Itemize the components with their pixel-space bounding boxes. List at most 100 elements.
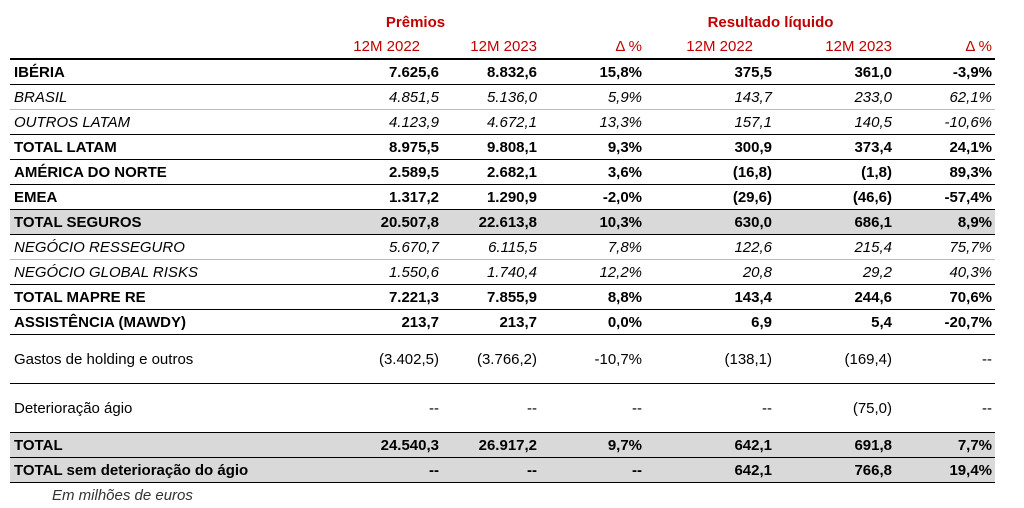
cell: (46,6)	[775, 184, 896, 210]
table-row: NEGÓCIO GLOBAL RISKS 1.550,6 1.740,4 12,2% 2…	[10, 259, 996, 285]
cell: 143,4	[645, 284, 776, 310]
table-row: NEGÓCIO RESSEGURO 5.670,7 6.115,5 7,8% 122,6…	[10, 234, 996, 260]
cell: (1,8)	[775, 159, 896, 185]
cell: 26.917,2	[442, 432, 541, 458]
table-body: Prêmios Resultado líquido 12M 2022 12M 20…	[10, 10, 996, 483]
cell: --	[540, 457, 646, 483]
cell: 630,0	[645, 209, 776, 235]
cell: 4.123,9	[290, 109, 442, 135]
footnote: Em milhões de euros	[52, 487, 193, 504]
cell: 5,9%	[540, 84, 646, 110]
column-header: 12M 2022	[290, 34, 442, 60]
cell: 143,7	[645, 84, 776, 110]
cell: 29,2	[775, 259, 896, 285]
cell: 1.740,4	[442, 259, 541, 285]
table-row: TOTAL SEGUROS 20.507,8 22.613,8 10,3% 630,0 6…	[10, 209, 996, 235]
table-row: TOTAL LATAM 8.975,5 9.808,1 9,3% 300,9 373,4 2…	[10, 134, 996, 160]
results-table: Prêmios Resultado líquido 12M 2022 12M 20…	[10, 10, 996, 483]
row-label: NEGÓCIO RESSEGURO	[10, 234, 290, 260]
table-row: Gastos de holding e outros (3.402,5) (3.76…	[10, 334, 996, 384]
cell: 642,1	[645, 457, 776, 483]
cell: 62,1%	[895, 84, 996, 110]
cell: 6.115,5	[442, 234, 541, 260]
blank	[10, 10, 290, 34]
row-label: EMEA	[10, 184, 290, 210]
cell: (3.766,2)	[442, 334, 541, 384]
cell: (138,1)	[645, 334, 776, 384]
group-header: Resultado líquido	[707, 13, 834, 31]
cell: 10,3%	[540, 209, 646, 235]
row-label: TOTAL SEGUROS	[10, 209, 290, 235]
cell: --	[442, 383, 541, 433]
table-row: TOTAL 24.540,3 26.917,2 9,7% 642,1 691,8 7,7%	[10, 432, 996, 458]
cell: 686,1	[775, 209, 896, 235]
table-row: ASSISTÊNCIA (MAWDY) 213,7 213,7 0,0% 6,9 5,4-…	[10, 309, 996, 335]
table-row: AMÉRICA DO NORTE 2.589,5 2.682,1 3,6% (16,8)…	[10, 159, 996, 185]
cell: 19,4%	[895, 457, 996, 483]
cell: -3,9%	[895, 59, 996, 85]
cell: 213,7	[442, 309, 541, 335]
column-header: 12M 2023	[775, 34, 896, 60]
cell: 75,7%	[895, 234, 996, 260]
cell: --	[540, 383, 646, 433]
cell: 7.221,3	[290, 284, 442, 310]
cell: 244,6	[775, 284, 896, 310]
cell: 3,6%	[540, 159, 646, 185]
cell: 15,8%	[540, 59, 646, 85]
cell: 642,1	[645, 432, 776, 458]
row-label: TOTAL sem deterioração do ágio	[10, 457, 290, 483]
cell: (75,0)	[775, 383, 896, 433]
row-label: BRASIL	[10, 84, 290, 110]
cell: 22.613,8	[442, 209, 541, 235]
cell: --	[290, 383, 442, 433]
row-label: NEGÓCIO GLOBAL RISKS	[10, 259, 290, 285]
column-header: 12M 2022	[645, 34, 776, 60]
cell: 1.317,2	[290, 184, 442, 210]
cell: 215,4	[775, 234, 896, 260]
cell: 13,3%	[540, 109, 646, 135]
cell: 5.670,7	[290, 234, 442, 260]
cell: 5.136,0	[442, 84, 541, 110]
column-header: 12M 2023	[442, 34, 541, 60]
group-header-row: Prêmios Resultado líquido	[10, 10, 995, 34]
cell: 1.550,6	[290, 259, 442, 285]
blank	[10, 34, 290, 60]
cell: 7.625,6	[290, 59, 442, 85]
cell: -10,6%	[895, 109, 996, 135]
cell: 691,8	[775, 432, 896, 458]
cell: 20.507,8	[290, 209, 442, 235]
cell: --	[895, 334, 996, 384]
cell: 2.682,1	[442, 159, 541, 185]
cell: 766,8	[775, 457, 896, 483]
cell: 373,4	[775, 134, 896, 160]
cell: 122,6	[645, 234, 776, 260]
cell: 2.589,5	[290, 159, 442, 185]
cell: --	[290, 457, 442, 483]
cell: 8,8%	[540, 284, 646, 310]
cell: --	[645, 383, 776, 433]
blank	[895, 10, 995, 34]
cell: 8,9%	[895, 209, 996, 235]
cell: (3.402,5)	[290, 334, 442, 384]
row-label: TOTAL MAPRE RE	[10, 284, 290, 310]
cell: 24.540,3	[290, 432, 442, 458]
row-label: AMÉRICA DO NORTE	[10, 159, 290, 185]
cell: 24,1%	[895, 134, 996, 160]
row-label: ASSISTÊNCIA (MAWDY)	[10, 309, 290, 335]
cell: 7.855,9	[442, 284, 541, 310]
cell: -10,7%	[540, 334, 646, 384]
cell: 140,5	[775, 109, 896, 135]
row-label: Deterioração ágio	[10, 383, 290, 433]
cell: --	[895, 383, 996, 433]
blank	[540, 10, 645, 34]
cell: 0,0%	[540, 309, 646, 335]
cell: 8.832,6	[442, 59, 541, 85]
cell: 300,9	[645, 134, 776, 160]
row-label: TOTAL	[10, 432, 290, 458]
cell: 1.290,9	[442, 184, 541, 210]
cell: (169,4)	[775, 334, 896, 384]
table-wrapper: Prêmios Resultado líquido 12M 2022 12M 20…	[10, 10, 996, 504]
group-header: Prêmios	[385, 13, 446, 31]
cell: 20,8	[645, 259, 776, 285]
cell: (16,8)	[645, 159, 776, 185]
